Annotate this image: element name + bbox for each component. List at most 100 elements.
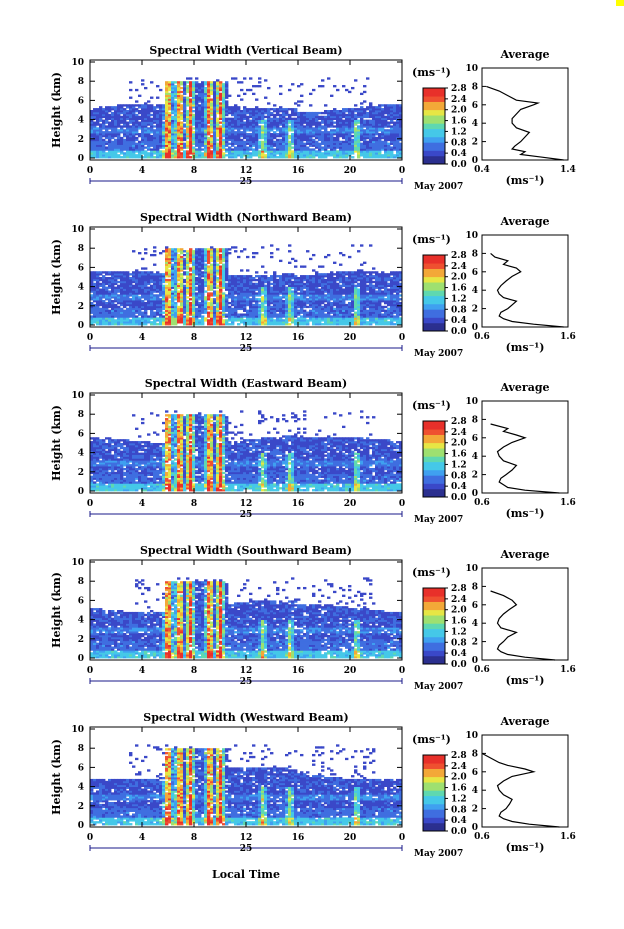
heatmap-cell	[168, 106, 172, 109]
heatmap-cell	[267, 284, 271, 287]
heatmap-cell	[210, 106, 214, 109]
heatmap-cell	[324, 150, 328, 153]
heatmap-cell	[180, 296, 184, 299]
heatmap-cell	[99, 136, 103, 140]
heatmap-cell	[243, 290, 247, 293]
heatmap-cell	[393, 121, 397, 124]
heatmap-cell	[174, 282, 178, 286]
heatmap-cell	[309, 144, 313, 147]
heatmap-cell	[90, 140, 94, 144]
heatmap-cell	[189, 311, 193, 314]
heatmap-cell	[204, 303, 208, 307]
heatmap-cell	[339, 111, 343, 115]
heatmap-cell	[105, 298, 109, 301]
heatmap-cell	[252, 290, 256, 293]
heatmap-cell	[264, 298, 268, 301]
heatmap-cell	[120, 121, 124, 124]
heatmap-cell	[291, 156, 295, 159]
heatmap-cell	[231, 140, 235, 144]
heatmap-cell	[150, 148, 154, 151]
heatmap-cell	[150, 321, 154, 324]
heatmap-cell	[285, 319, 289, 322]
heatmap-cell	[330, 117, 334, 120]
heatmap-cell	[165, 148, 169, 151]
heatmap-cell	[186, 301, 190, 305]
heatmap-cell	[264, 288, 268, 291]
heatmap-cell	[96, 121, 100, 124]
heatmap-cell	[174, 111, 178, 115]
heatmap-cell	[213, 133, 217, 136]
heatmap-cell	[276, 309, 280, 312]
heatmap-cell	[126, 113, 130, 117]
heatmap-cell	[198, 259, 202, 263]
heatmap-cell	[306, 125, 310, 128]
heatmap-cell	[228, 305, 232, 309]
heatmap-cell	[228, 133, 232, 136]
heatmap-cell	[177, 271, 181, 274]
heatmap-cell	[150, 253, 154, 257]
heatmap-cell	[90, 156, 94, 159]
heatmap-cell	[381, 140, 385, 144]
heatmap-cell	[189, 102, 193, 105]
heatmap-cell	[303, 144, 307, 147]
heatmap-cell	[108, 127, 112, 130]
heatmap-cell	[387, 148, 391, 151]
heatmap-cell	[120, 131, 124, 134]
heatmap-cell	[159, 294, 163, 297]
heatmap-cell	[372, 146, 376, 149]
heatmap-cell	[246, 127, 250, 130]
heatmap-cell	[204, 86, 208, 90]
heatmap-cell	[309, 156, 313, 159]
heatmap-cell	[207, 273, 211, 276]
heatmap-cell	[339, 113, 343, 117]
heatmap-cell	[213, 280, 217, 284]
profile-y-tick-label: 4	[472, 119, 478, 129]
heatmap-cell	[255, 303, 259, 307]
heatmap-cell	[159, 133, 163, 136]
heatmap-cell	[186, 90, 190, 94]
heatmap-cell	[198, 292, 202, 295]
heatmap-cell	[237, 277, 241, 280]
heatmap-cell	[267, 125, 271, 128]
heatmap-cell	[279, 144, 283, 147]
heatmap-cell	[165, 142, 169, 145]
heatmap-cell	[168, 154, 172, 157]
heatmap-cell	[393, 142, 397, 145]
heatmap-cell	[171, 119, 175, 122]
heatmap-cell	[129, 133, 133, 136]
heatmap-cell	[324, 138, 328, 142]
heatmap-cell	[231, 125, 235, 128]
heatmap-cell	[240, 319, 244, 322]
heatmap-cell	[162, 117, 166, 120]
heatmap-cell	[345, 115, 349, 119]
heatmap-cell	[339, 134, 343, 138]
heatmap-cell	[207, 271, 211, 274]
heatmap-cell	[393, 129, 397, 132]
heatmap-cell	[204, 127, 208, 130]
heatmap-cell	[339, 121, 343, 124]
heatmap-cell	[294, 125, 298, 128]
heatmap-cell	[285, 113, 289, 117]
heatmap-cell	[264, 278, 268, 282]
heatmap-cell	[369, 131, 373, 134]
heatmap-cell	[213, 150, 217, 153]
heatmap-cell	[96, 305, 100, 309]
heatmap-cell	[129, 307, 133, 311]
heatmap-cell	[153, 296, 157, 299]
heatmap-cell	[372, 108, 376, 111]
heatmap-cell	[138, 313, 142, 316]
heatmap-cell	[276, 152, 280, 155]
heatmap-cell	[312, 117, 316, 120]
heatmap-cell	[264, 290, 268, 293]
heatmap-cell	[207, 133, 211, 136]
heatmap-cell	[201, 121, 205, 124]
heatmap-cell	[369, 102, 373, 105]
heatmap-cell	[177, 133, 181, 136]
heatmap-cell	[246, 119, 250, 122]
heatmap-cell	[198, 90, 202, 94]
heatmap-cell	[366, 140, 370, 144]
heatmap-cell	[183, 292, 187, 295]
heatmap-cell	[201, 117, 205, 120]
heatmap-cell	[345, 121, 349, 124]
heatmap-cell	[282, 321, 286, 324]
